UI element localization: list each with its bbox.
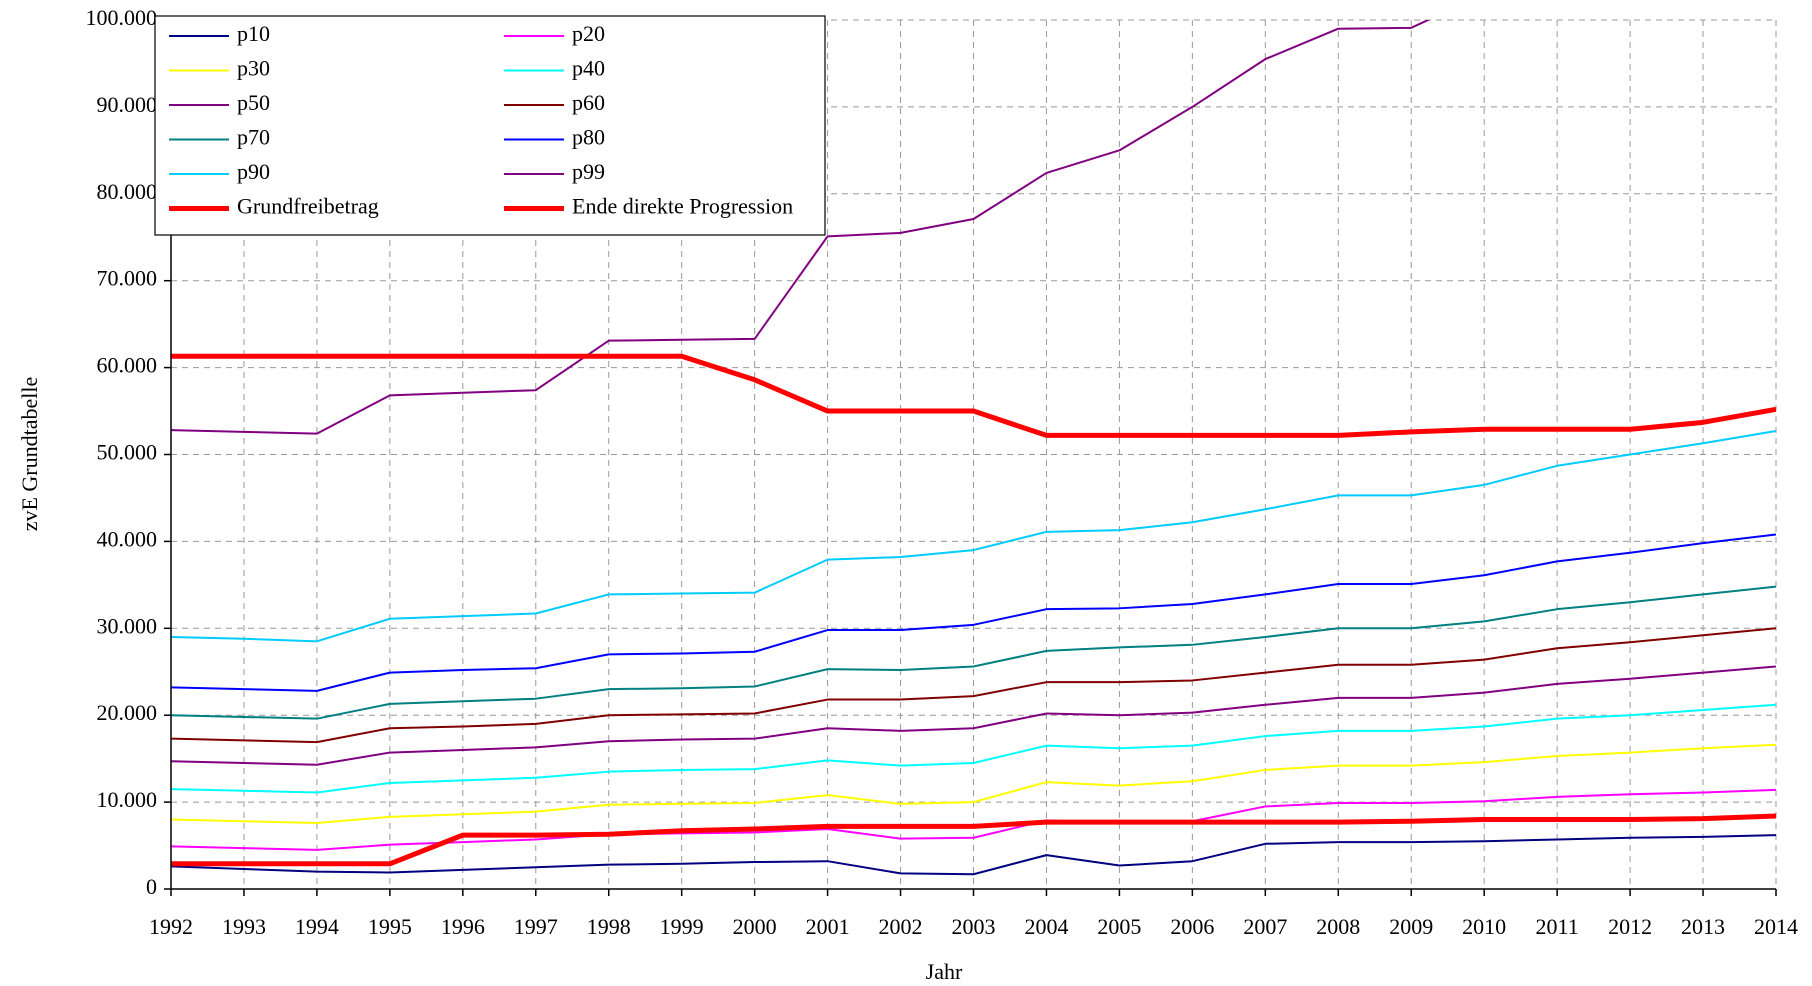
legend-label: p30 bbox=[237, 56, 270, 81]
x-tick-label: 2000 bbox=[733, 914, 777, 939]
y-tick-label: 0 bbox=[146, 874, 157, 899]
x-tick-label: 1995 bbox=[368, 914, 412, 939]
legend-label: Ende direkte Progression bbox=[572, 194, 793, 219]
series-line bbox=[171, 743, 1776, 824]
x-tick-label: 2004 bbox=[1024, 914, 1068, 939]
x-tick-label: 1998 bbox=[587, 914, 631, 939]
x-axis-title: Jahr bbox=[926, 959, 963, 984]
series-line bbox=[171, 834, 1776, 876]
x-tick-label: 1997 bbox=[514, 914, 558, 939]
y-tick-label: 90.000 bbox=[97, 92, 158, 117]
y-tick-label: 10.000 bbox=[97, 787, 158, 812]
series-line bbox=[171, 703, 1776, 794]
x-tick-label: 1994 bbox=[295, 914, 339, 939]
y-tick-label: 100.000 bbox=[86, 5, 158, 30]
x-tick-label: 2002 bbox=[879, 914, 923, 939]
x-tick-label: 2005 bbox=[1097, 914, 1141, 939]
y-axis-title: zvE Grundtabelle bbox=[17, 377, 42, 532]
x-tick-label: 2006 bbox=[1170, 914, 1214, 939]
legend-label: p10 bbox=[237, 21, 270, 46]
x-tick-label: 2009 bbox=[1389, 914, 1433, 939]
y-tick-label: 70.000 bbox=[97, 266, 158, 291]
x-tick-label: 2012 bbox=[1608, 914, 1652, 939]
x-tick-label: 2011 bbox=[1536, 914, 1579, 939]
x-tick-label: 2001 bbox=[806, 914, 850, 939]
x-tick-label: 1996 bbox=[441, 914, 485, 939]
y-tick-label: 20.000 bbox=[97, 700, 158, 725]
x-tick-label: 1992 bbox=[149, 914, 193, 939]
x-tick-label: 2003 bbox=[952, 914, 996, 939]
legend-label: Grundfreibetrag bbox=[237, 194, 379, 219]
axes: 0 10.000 20.000 30.000 40.000 50.000 60.000 70.… bbox=[86, 5, 1799, 939]
legend-label: p60 bbox=[572, 90, 605, 115]
y-tick-label: 80.000 bbox=[97, 179, 158, 204]
series-line bbox=[171, 585, 1776, 720]
legend-box bbox=[154, 15, 826, 236]
series-line bbox=[171, 353, 1776, 438]
y-tick-label: 30.000 bbox=[97, 613, 158, 638]
legend-label: p90 bbox=[237, 159, 270, 184]
series-line bbox=[171, 430, 1776, 643]
x-tick-label: 2014 bbox=[1754, 914, 1798, 939]
y-tick-label: 40.000 bbox=[97, 526, 158, 551]
x-tick-label: 2010 bbox=[1462, 914, 1506, 939]
series-line bbox=[171, 20, 1431, 435]
x-tick-label: 2007 bbox=[1243, 914, 1287, 939]
legend-label: p50 bbox=[237, 90, 270, 115]
series-line bbox=[171, 665, 1776, 766]
series-line bbox=[171, 813, 1776, 867]
legend-label: p40 bbox=[572, 56, 605, 81]
y-tick-label: 60.000 bbox=[97, 353, 158, 378]
legend: p10 p20 p30 p40 p50 p60 p70 p80 p90 p99 Grundfreib… bbox=[154, 15, 826, 236]
x-tick-label: 2013 bbox=[1681, 914, 1725, 939]
legend-label: p70 bbox=[237, 125, 270, 150]
y-tick-label: 50.000 bbox=[97, 440, 158, 465]
series-line bbox=[171, 533, 1776, 692]
plot-area bbox=[171, 20, 1776, 876]
x-tick-label: 2008 bbox=[1316, 914, 1360, 939]
legend-label: p80 bbox=[572, 125, 605, 150]
legend-label: p99 bbox=[572, 159, 605, 184]
series-line bbox=[171, 627, 1776, 744]
x-tick-label: 1993 bbox=[222, 914, 266, 939]
legend-label: p20 bbox=[572, 21, 605, 46]
x-tick-label: 1999 bbox=[660, 914, 704, 939]
